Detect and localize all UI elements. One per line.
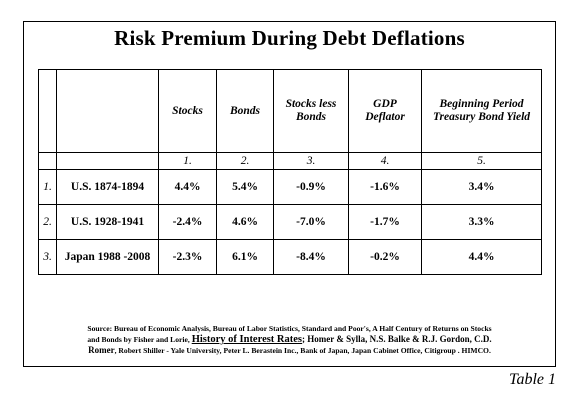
header-index-empty	[38, 69, 57, 153]
source-note: Source: Bureau of Economic Analysis, Bur…	[38, 323, 541, 356]
cell-bonds: 6.1%	[216, 239, 274, 275]
table-row: 2. U.S. 1928-1941 -2.4% 4.6% -7.0% -1.7%…	[38, 204, 542, 240]
table-frame: Risk Premium During Debt Deflations Stoc…	[23, 21, 556, 367]
cell-gdp-deflator: -1.6%	[348, 169, 422, 205]
column-number-row: 1. 2. 3. 4. 5.	[38, 152, 542, 170]
cell-stocks-less-bonds: -7.0%	[273, 204, 349, 240]
table-row: 1. U.S. 1874-1894 4.4% 5.4% -0.9% -1.6% …	[38, 169, 542, 205]
table-row: 3. Japan 1988 -2008 -2.3% 6.1% -8.4% -0.…	[38, 239, 542, 275]
cell-beginning-yield: 3.3%	[421, 204, 542, 240]
cell-stocks: -2.4%	[158, 204, 217, 240]
source-line-2-post: ; Homer & Sylla, N.S. Balke & R.J. Gordo…	[302, 334, 492, 344]
row-period: Japan 1988 -2008	[56, 239, 159, 275]
cell-gdp-deflator: -0.2%	[348, 239, 422, 275]
header-row: Stocks Bonds Stocks less Bonds GDP Defla…	[38, 69, 542, 153]
risk-premium-table: Stocks Bonds Stocks less Bonds GDP Defla…	[38, 69, 542, 275]
header-stocks: Stocks	[158, 69, 217, 153]
column-number: 1.	[158, 152, 217, 170]
column-number: 2.	[216, 152, 274, 170]
source-line-3: Romer, Robert Shiller - Yale University,…	[38, 345, 541, 356]
source-line-2: and Bonds by Fisher and Lorie, History o…	[38, 334, 541, 345]
header-gdp-deflator-label: GDP Deflator	[365, 98, 405, 123]
header-beginning-yield-label: Beginning Period Treasury Bond Yield	[432, 98, 531, 123]
header-stocks-less-bonds: Stocks less Bonds	[273, 69, 349, 153]
cell-bonds: 4.6%	[216, 204, 274, 240]
row-index: 3.	[38, 239, 57, 275]
cell-beginning-yield: 3.4%	[421, 169, 542, 205]
row-index: 1.	[38, 169, 57, 205]
cell-stocks: 4.4%	[158, 169, 217, 205]
column-number: 3.	[273, 152, 349, 170]
row-period: U.S. 1928-1941	[56, 204, 159, 240]
column-number-empty	[56, 152, 159, 170]
source-line-3-name: Romer	[88, 345, 115, 355]
cell-bonds: 5.4%	[216, 169, 274, 205]
header-stocks-less-bonds-label: Stocks less Bonds	[285, 98, 337, 123]
row-period: U.S. 1874-1894	[56, 169, 159, 205]
column-number: 5.	[421, 152, 542, 170]
header-beginning-yield: Beginning Period Treasury Bond Yield	[421, 69, 542, 153]
cell-stocks-less-bonds: -0.9%	[273, 169, 349, 205]
header-gdp-deflator: GDP Deflator	[348, 69, 422, 153]
source-line-1: Source: Bureau of Economic Analysis, Bur…	[87, 324, 492, 333]
cell-stocks: -2.3%	[158, 239, 217, 275]
source-line-3-rest: , Robert Shiller - Yale University, Pete…	[114, 346, 491, 355]
cell-stocks-less-bonds: -8.4%	[273, 239, 349, 275]
source-line-2-pre: and Bonds by Fisher and Lorie,	[87, 335, 192, 344]
column-number: 4.	[348, 152, 422, 170]
header-bonds: Bonds	[216, 69, 274, 153]
cell-beginning-yield: 4.4%	[421, 239, 542, 275]
header-period-empty	[56, 69, 159, 153]
page-title: Risk Premium During Debt Deflations	[114, 26, 465, 50]
source-book-title: History of Interest Rates	[191, 334, 303, 345]
column-number-empty	[38, 152, 57, 170]
cell-gdp-deflator: -1.7%	[348, 204, 422, 240]
table-label: Table 1	[509, 371, 556, 388]
row-index: 2.	[38, 204, 57, 240]
